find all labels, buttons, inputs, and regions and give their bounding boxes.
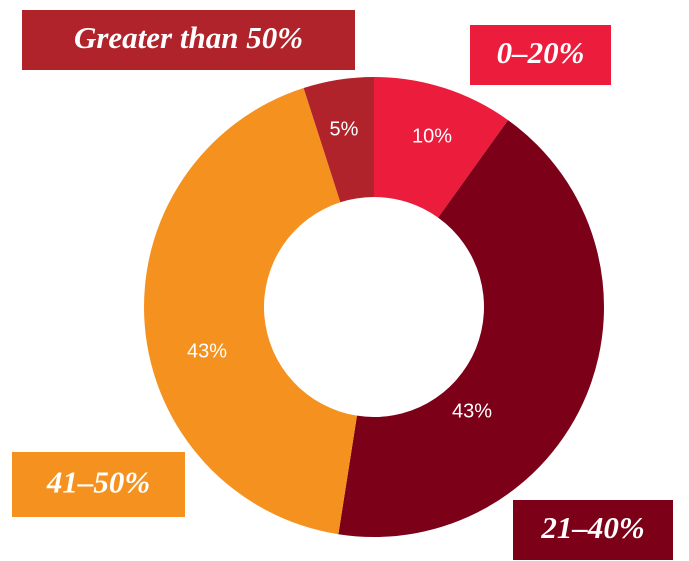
slice [338, 120, 604, 537]
value-label: 43% [452, 400, 492, 422]
legend-label: 21–40% [540, 510, 644, 545]
legend-box [513, 500, 673, 560]
legend-label: Greater than 50% [74, 20, 303, 55]
slice [144, 88, 357, 535]
legend-box [12, 452, 185, 517]
value-label: 5% [330, 118, 359, 140]
slice [303, 77, 374, 203]
legend-label: 41–50% [46, 465, 150, 500]
value-label: 43% [187, 340, 227, 362]
legend-box [22, 10, 355, 70]
legend-label: 0–20% [497, 35, 585, 70]
slice [374, 77, 509, 218]
legend-box [470, 25, 611, 85]
value-label: 10% [412, 125, 452, 147]
